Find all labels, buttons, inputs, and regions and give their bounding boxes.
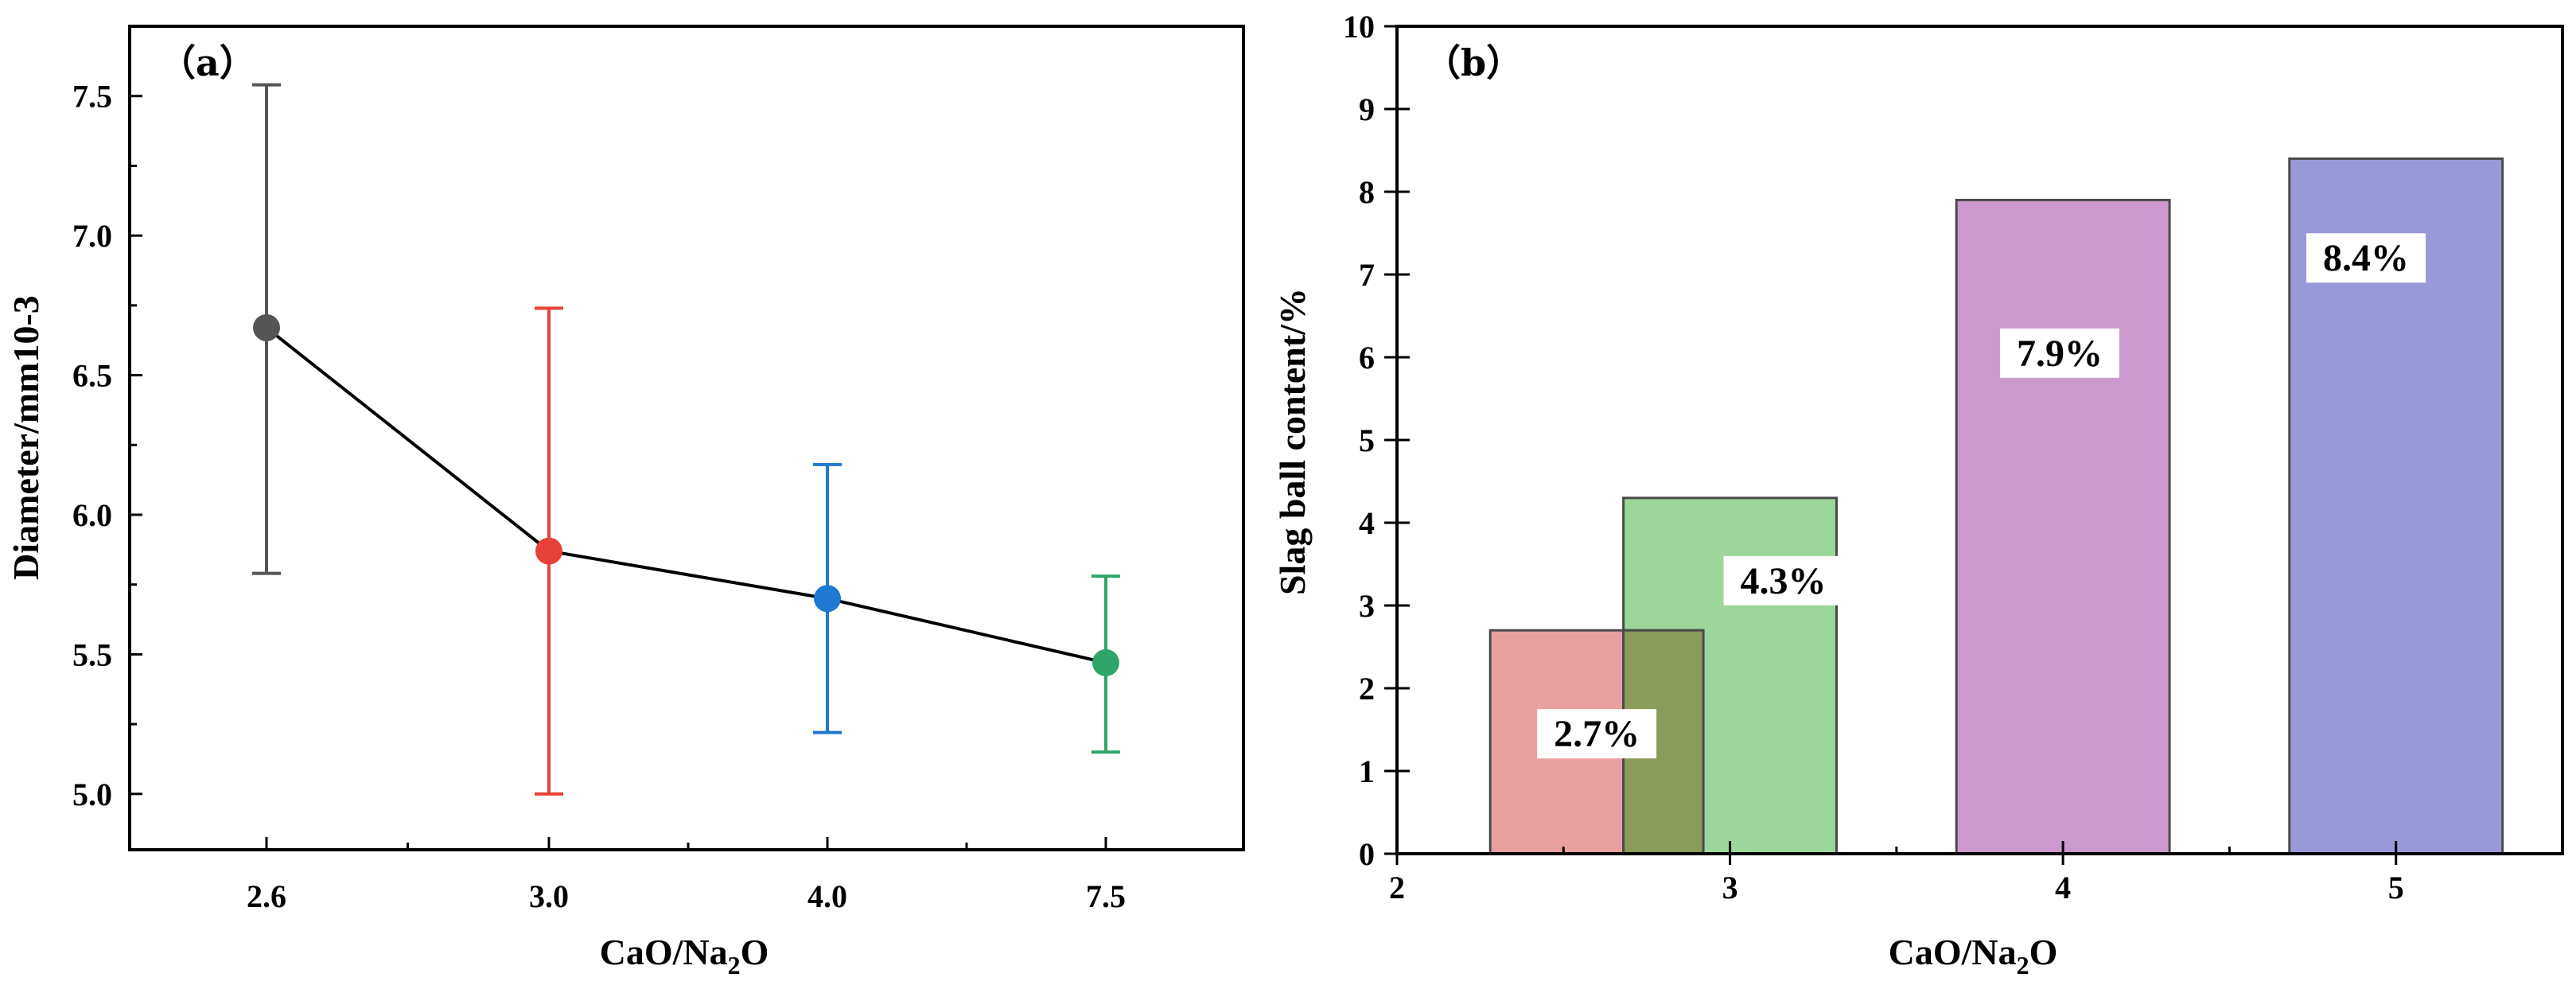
chart-a-xtick-label: 3.0 (529, 878, 569, 914)
chart-a-data-point (814, 585, 841, 613)
chart-b-ytick-label: 0 (1359, 836, 1375, 872)
chart-a-xlabel: CaO/Na2O (600, 932, 769, 979)
chart-a-series-line (265, 326, 1107, 664)
chart-b-ytick-label: 3 (1359, 588, 1375, 624)
chart-b-bar (1955, 198, 2171, 855)
chart-a-ytick-label: 7.0 (72, 218, 112, 254)
chart-b-ylabel: Slag ball content/% (1272, 288, 1313, 595)
chart-a-xtick-label: 4.0 (807, 878, 847, 914)
chart-a-ytick-label: 6.0 (72, 497, 112, 533)
chart-b-xtick-label: 2 (1389, 870, 1405, 905)
chart-a-ylabel: Diameter/mm10-3 (6, 295, 46, 580)
chart-a-data-point (535, 537, 562, 565)
chart-b-ytick-label: 4 (1359, 505, 1375, 541)
chart-a-ytick-label: 5.5 (72, 637, 112, 672)
chart-b: 0 1 2 3 4 5 6 7 8 9 10 2 3 4 5 2.7% 4.3% 7.9% 8.4% （b） S… (1272, 9, 2564, 979)
chart-b-ytick-label: 2 (1359, 671, 1375, 707)
chart-b-ytick-label: 1 (1359, 753, 1375, 789)
chart-b-data-label: 7.9% (2017, 333, 2103, 375)
chart-a-data-point (1092, 648, 1119, 676)
chart-b-data-label-bg (1537, 709, 1657, 759)
chart-a-ytick-label: 5.0 (72, 777, 112, 812)
chart-b-ytick-label: 5 (1359, 422, 1375, 458)
chart-a-xtick-label: 7.5 (1086, 878, 1126, 914)
chart-a: 5.0 5.5 6.0 6.5 7.0 7.5 2.6 3.0 4.0 7.5 （a） Diam… (6, 25, 1245, 979)
chart-b-data-label-bg (2306, 233, 2426, 283)
chart-b-xtick-label: 4 (2055, 870, 2071, 905)
chart-a-frame (128, 25, 1245, 851)
chart-b-data-label: 8.4% (2323, 237, 2409, 279)
chart-b-ytick-label: 6 (1359, 340, 1375, 376)
chart-b-data-label: 2.7% (1554, 713, 1640, 755)
chart-a-ytick-label: 7.5 (72, 79, 112, 115)
chart-b-ytick-label: 8 (1359, 174, 1375, 210)
chart-b-data-label-bg (1999, 328, 2119, 378)
chart-b-xlabel: CaO/Na2O (1889, 932, 2058, 979)
chart-a-panel-label: （a） (159, 41, 256, 84)
chart-b-xtick-label: 5 (2388, 870, 2404, 905)
chart-b-xtick-label: 3 (1722, 870, 1738, 905)
chart-a-ytick-label: 6.5 (72, 358, 112, 394)
chart-b-ytick-label: 7 (1359, 257, 1375, 293)
chart-a-xtick-label: 2.6 (247, 878, 286, 914)
chart-b-data-label: 4.3% (1741, 560, 1827, 602)
chart-b-panel-label: （b） (1424, 41, 1523, 84)
chart-b-ytick-label: 9 (1359, 92, 1375, 127)
chart-b-ytick-label: 10 (1343, 9, 1375, 45)
chart-b-data-label-bg (1723, 555, 1843, 605)
chart-a-data-point (253, 313, 280, 341)
